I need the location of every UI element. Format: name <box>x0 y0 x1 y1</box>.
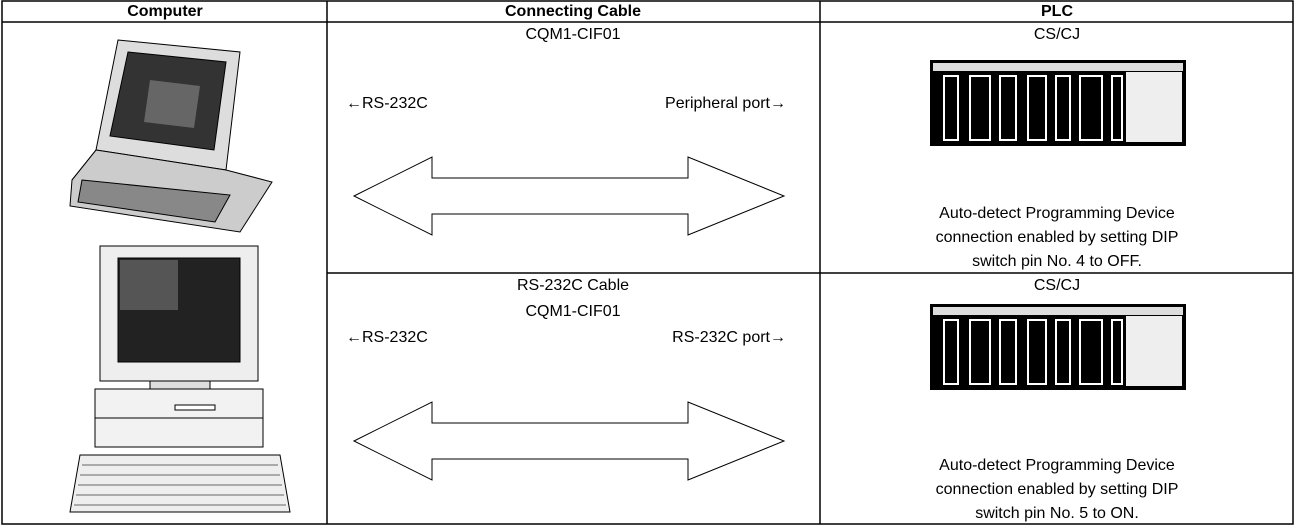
desktop-image <box>69 245 291 513</box>
plc-note: switch pin No. 5 to ON. <box>975 505 1139 522</box>
port-label: RS-232C port→ <box>672 329 786 346</box>
plc-module <box>933 63 1183 71</box>
plc-module <box>969 319 991 385</box>
plc-module <box>933 307 1183 315</box>
plc-module <box>1111 75 1123 141</box>
header-cell: PLC <box>1041 3 1073 20</box>
plc-module <box>1079 75 1103 141</box>
laptop-image <box>69 39 273 233</box>
plc-module <box>1126 316 1182 386</box>
cable-label: CQM1-CIF01 <box>525 26 620 43</box>
plc-module <box>1055 319 1071 385</box>
plc-module <box>999 319 1017 385</box>
header-cell: Connecting Cable <box>505 3 641 20</box>
plc-module <box>1027 75 1047 141</box>
plc-note: Auto-detect Programming Device <box>939 457 1175 474</box>
header-cell: Computer <box>127 3 203 20</box>
plc-name: CS/CJ <box>1034 277 1080 294</box>
port-label: ←RS-232C <box>346 329 428 346</box>
plc-module <box>1079 319 1103 385</box>
plc-module <box>1126 72 1182 142</box>
plc-module <box>943 75 959 141</box>
plc-note: switch pin No. 4 to OFF. <box>972 253 1142 270</box>
plc-note: connection enabled by setting DIP <box>936 229 1179 246</box>
double-arrow <box>352 156 786 236</box>
plc-module <box>1027 319 1047 385</box>
double-arrow <box>352 401 786 481</box>
plc-note: connection enabled by setting DIP <box>936 481 1179 498</box>
plc-note: Auto-detect Programming Device <box>939 205 1175 222</box>
plc-module <box>969 75 991 141</box>
plc-module <box>1111 319 1123 385</box>
cable-label: CQM1-CIF01 <box>525 303 620 320</box>
plc-module <box>943 319 959 385</box>
cable-label: RS-232C Cable <box>517 277 629 294</box>
plc-module <box>999 75 1017 141</box>
port-label: Peripheral port→ <box>665 95 786 112</box>
port-label: ←RS-232C <box>346 95 428 112</box>
plc-name: CS/CJ <box>1034 26 1080 43</box>
plc-module <box>1055 75 1071 141</box>
